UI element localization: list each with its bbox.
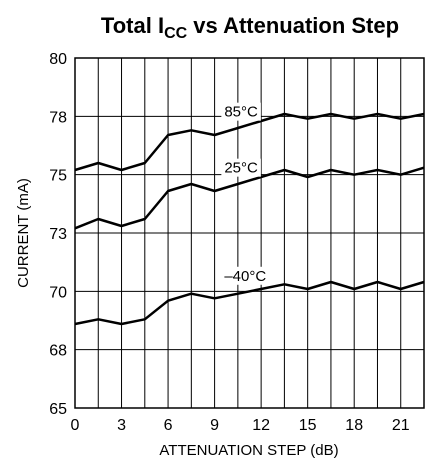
series-lines — [74, 112, 425, 326]
plot-frame — [74, 57, 425, 409]
series-line — [74, 112, 425, 172]
chart-title-main: Total I — [101, 13, 164, 38]
x-tick-label: 12 — [252, 417, 270, 434]
series-label-background — [221, 266, 270, 285]
series-line — [74, 166, 425, 230]
y-tick-label: 68 — [49, 343, 67, 360]
chart-title-rest: vs Attenuation Step — [187, 13, 399, 38]
y-tick-label: 73 — [49, 226, 67, 243]
chart-title-subscript: CC — [164, 25, 188, 42]
chart-title: Total ICC vs Attenuation Step — [101, 13, 399, 42]
y-tick-label: 70 — [49, 284, 67, 301]
y-axis-label: CURRENT (mA) — [15, 178, 32, 288]
y-tick-label: 65 — [49, 401, 67, 418]
x-tick-label: 6 — [164, 417, 173, 434]
y-tick-labels: 65 68 70 73 75 78 80 — [49, 51, 67, 418]
x-tick-label: 15 — [299, 417, 317, 434]
series-label-background — [221, 102, 261, 121]
x-axis-label: ATTENUATION STEP (dB) — [159, 442, 338, 459]
series-label: 25°C — [224, 160, 258, 177]
x-tick-label: 21 — [392, 417, 410, 434]
y-tick-label: 78 — [49, 109, 67, 126]
series-labels: 85°C 25°C –40°C — [221, 102, 270, 285]
series-label: 85°C — [224, 104, 258, 121]
series-label: –40°C — [224, 268, 266, 285]
y-tick-label: 75 — [49, 168, 67, 185]
x-tick-label: 9 — [210, 417, 219, 434]
x-tick-labels: 0 3 6 9 12 15 18 21 — [71, 417, 410, 434]
series-line — [74, 280, 425, 326]
series-label-background — [221, 158, 261, 177]
y-tick-label: 80 — [49, 51, 67, 68]
x-tick-label: 3 — [117, 417, 126, 434]
x-tick-label: 0 — [71, 417, 80, 434]
x-tick-label: 18 — [345, 417, 363, 434]
